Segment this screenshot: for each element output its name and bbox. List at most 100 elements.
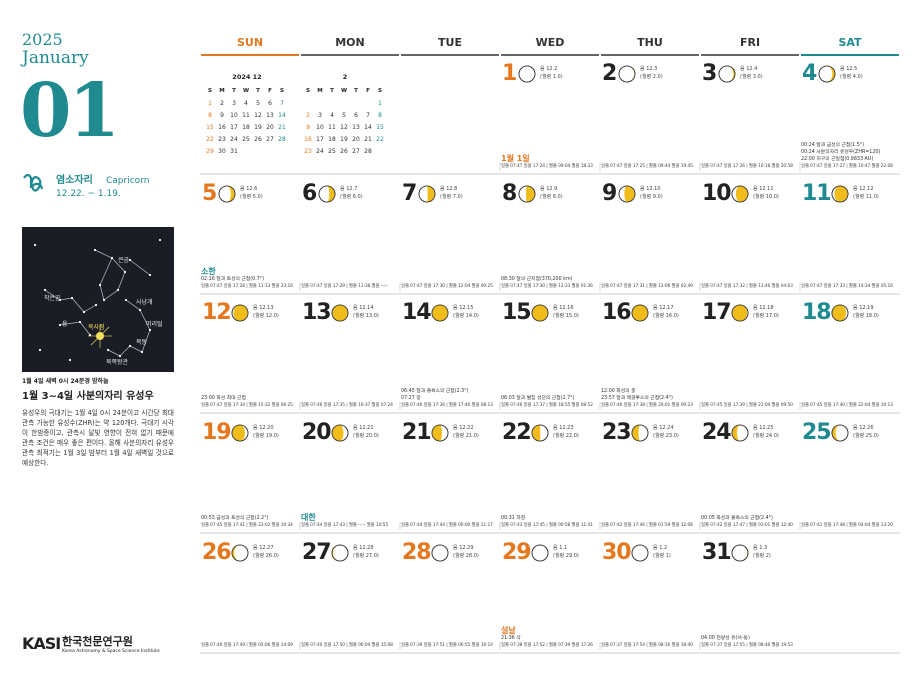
sun-moon-times: 일출 07:40 일몰 17:50 | 월출 06:04 월몰 15:08 (301, 643, 393, 648)
moon-outline (631, 424, 649, 442)
mini-day: 16 (304, 136, 312, 143)
moon-lit (427, 186, 435, 202)
mini-day: 1 (378, 100, 382, 107)
lunar-date: 음 12.20 (253, 425, 274, 431)
event: 02:16 달과 토성의 근접(0.7°) (201, 277, 265, 282)
sun-moon-times: 일출 07:37 일몰 17:54 | 월출 08:16 월몰 18:40 (601, 643, 693, 648)
mini-weekday: T (232, 88, 236, 94)
day-label: 설날 (501, 626, 516, 635)
mini-day: 13 (266, 112, 274, 119)
sun-moon-times: 일출 07:46 일몰 17:36 | 월출 17:46 월몰 08:13 (401, 403, 493, 408)
mini-day: 14 (278, 112, 286, 119)
mini-day: 19 (254, 124, 262, 131)
star (98, 283, 102, 287)
mini-weekday: S (280, 88, 284, 94)
lunar-date: 음 12.19 (853, 305, 874, 311)
moon-age: (월령 23.0) (653, 433, 679, 439)
moon-lit (232, 425, 245, 441)
event: 21:36 삭 (501, 636, 521, 641)
day-number: 17 (702, 300, 732, 325)
star (128, 344, 132, 348)
sun-moon-times: 일출 07:46 일몰 17:38 | 월출 20:01 월몰 09:23 (601, 403, 693, 408)
moon-outline (531, 424, 549, 442)
day-number: 6 (302, 181, 317, 206)
mini-day: 24 (316, 148, 324, 155)
mini-day: 11 (242, 112, 250, 119)
lunar-date: 음 12.29 (453, 545, 474, 551)
moon-age: (월령 9.0) (640, 194, 663, 200)
moon-outline (731, 304, 749, 322)
star (118, 354, 122, 358)
moon-lit (732, 305, 748, 321)
star-label: 북쪽왕관 (106, 359, 129, 366)
mini-day: 17 (230, 124, 238, 131)
mini-day: 10 (230, 112, 238, 119)
mini-weekday: S (378, 88, 382, 94)
moon-outline (431, 424, 449, 442)
day-number: 3 (702, 61, 717, 86)
mini-day: 25 (242, 136, 250, 143)
sun-moon-times: 일출 07:40 일몰 17:49 | 월출 05:06 월몰 14:09 (201, 643, 293, 648)
mini-day: 28 (278, 136, 286, 143)
moon-lit (532, 425, 541, 441)
star (68, 358, 72, 362)
mini-day: 12 (254, 112, 262, 119)
mini-calendar-title: 2024 12 (232, 73, 262, 81)
moon-lit (827, 66, 835, 82)
star-label: 사냥개 (136, 299, 153, 306)
event: 06:45 달과 폴룩스의 근접(2.3°) (401, 389, 469, 394)
mini-day: 8 (378, 112, 382, 119)
lunar-date: 음 12.7 (340, 186, 358, 192)
year: 2025 (22, 30, 63, 49)
star (158, 238, 162, 242)
moon-outline (731, 185, 749, 203)
moon-lit (632, 425, 640, 441)
moon-outline (618, 65, 636, 83)
moon-age: (월령 11.0) (853, 194, 879, 200)
mini-day: 1 (208, 100, 212, 107)
moon-lit (732, 425, 740, 441)
star (94, 303, 98, 307)
lunar-date: 음 12.17 (653, 305, 674, 311)
lunar-date: 음 12.12 (853, 186, 874, 192)
moon-age: (월령 2.0) (640, 74, 663, 80)
star (128, 258, 132, 262)
lunar-date: 음 12.9 (540, 186, 558, 192)
mini-day: 16 (218, 124, 226, 131)
moon-outline (218, 185, 236, 203)
mini-weekday: W (242, 88, 250, 94)
moon-lit (525, 186, 535, 202)
moon-outline (631, 304, 649, 322)
moon-outline (518, 65, 536, 83)
day-number: 7 (402, 181, 417, 206)
sun-moon-times: 일출 07:47 일몰 17:27 | 월출 10:47 월몰 22:08 (801, 164, 893, 169)
star (58, 298, 62, 302)
moon-lit (532, 305, 548, 321)
lunar-date: 음 12.26 (853, 425, 874, 431)
star-label: 머리털 (146, 321, 163, 328)
sun-moon-times: 일출 07:47 일몰 17:30 | 월출 12:04 월몰 00:25 (401, 284, 493, 289)
star (93, 248, 97, 252)
moon-outline (618, 185, 636, 203)
star-label: 용 (62, 321, 68, 328)
mini-day: 8 (208, 112, 212, 119)
sun-moon-times: 일출 07:47 일몰 17:31 | 월출 13:06 월몰 02:49 (601, 284, 693, 289)
day-number: 12 (202, 300, 232, 325)
mini-weekday: M (219, 88, 225, 94)
moon-outline (331, 304, 349, 322)
moon-age: (월령 10.0) (753, 194, 779, 200)
lunar-date: 음 1.1 (553, 545, 568, 551)
mini-day: 6 (354, 112, 358, 119)
moon-outline (531, 544, 549, 562)
moon-outline (231, 304, 249, 322)
day-number: 8 (502, 181, 517, 206)
event: 00:53 금성과 토성의 근접(2.2°) (201, 516, 269, 521)
mini-day: 31 (230, 148, 238, 155)
weekday-header: SUN (236, 36, 264, 49)
moon-outline (431, 544, 449, 562)
lunar-date: 음 12.2 (540, 66, 558, 72)
moon-age: (월령 18.0) (853, 313, 879, 319)
lunar-date: 음 12.4 (740, 66, 758, 72)
star (110, 256, 114, 260)
event: 23:57 달과 레굴루스의 근접(2.4°) (601, 396, 673, 401)
